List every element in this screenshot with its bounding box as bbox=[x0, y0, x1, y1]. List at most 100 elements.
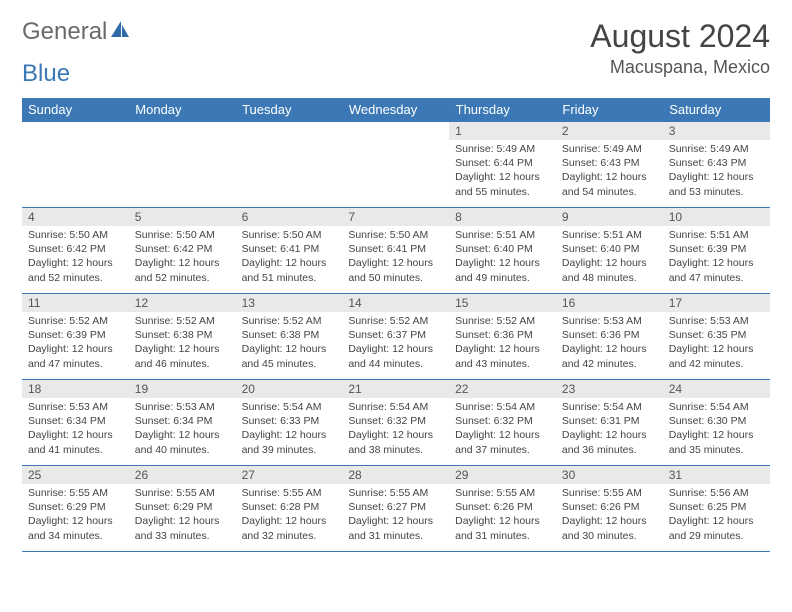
day-number: 1 bbox=[449, 122, 556, 140]
calendar-cell: 26Sunrise: 5:55 AM Sunset: 6:29 PM Dayli… bbox=[129, 466, 236, 552]
day-text: Sunrise: 5:53 AM Sunset: 6:34 PM Dayligh… bbox=[129, 398, 236, 461]
day-text: Sunrise: 5:53 AM Sunset: 6:36 PM Dayligh… bbox=[556, 312, 663, 375]
day-number: 22 bbox=[449, 380, 556, 398]
title-block: August 2024 Macuspana, Mexico bbox=[590, 18, 770, 78]
weekday-header: Monday bbox=[129, 98, 236, 122]
day-number: 5 bbox=[129, 208, 236, 226]
day-number: 14 bbox=[342, 294, 449, 312]
calendar-cell: 6Sunrise: 5:50 AM Sunset: 6:41 PM Daylig… bbox=[236, 208, 343, 294]
calendar-cell: 3Sunrise: 5:49 AM Sunset: 6:43 PM Daylig… bbox=[663, 122, 770, 208]
weekday-header: Sunday bbox=[22, 98, 129, 122]
day-number: 25 bbox=[22, 466, 129, 484]
sail-icon bbox=[109, 18, 131, 46]
day-number: 29 bbox=[449, 466, 556, 484]
calendar-cell: 31Sunrise: 5:56 AM Sunset: 6:25 PM Dayli… bbox=[663, 466, 770, 552]
day-text: Sunrise: 5:56 AM Sunset: 6:25 PM Dayligh… bbox=[663, 484, 770, 547]
calendar-cell: 28Sunrise: 5:55 AM Sunset: 6:27 PM Dayli… bbox=[342, 466, 449, 552]
day-text: Sunrise: 5:53 AM Sunset: 6:35 PM Dayligh… bbox=[663, 312, 770, 375]
calendar-cell: 14Sunrise: 5:52 AM Sunset: 6:37 PM Dayli… bbox=[342, 294, 449, 380]
calendar-cell: 11Sunrise: 5:52 AM Sunset: 6:39 PM Dayli… bbox=[22, 294, 129, 380]
calendar-page: General August 2024 Macuspana, Mexico Bl… bbox=[0, 0, 792, 562]
calendar-cell: 20Sunrise: 5:54 AM Sunset: 6:33 PM Dayli… bbox=[236, 380, 343, 466]
day-text: Sunrise: 5:54 AM Sunset: 6:30 PM Dayligh… bbox=[663, 398, 770, 461]
day-number: 7 bbox=[342, 208, 449, 226]
day-text: Sunrise: 5:55 AM Sunset: 6:26 PM Dayligh… bbox=[449, 484, 556, 547]
day-number: 12 bbox=[129, 294, 236, 312]
day-number: 27 bbox=[236, 466, 343, 484]
calendar-row: 18Sunrise: 5:53 AM Sunset: 6:34 PM Dayli… bbox=[22, 380, 770, 466]
calendar-cell: 21Sunrise: 5:54 AM Sunset: 6:32 PM Dayli… bbox=[342, 380, 449, 466]
day-text: Sunrise: 5:50 AM Sunset: 6:42 PM Dayligh… bbox=[22, 226, 129, 289]
day-text: Sunrise: 5:51 AM Sunset: 6:39 PM Dayligh… bbox=[663, 226, 770, 289]
day-number: 28 bbox=[342, 466, 449, 484]
calendar-cell: 24Sunrise: 5:54 AM Sunset: 6:30 PM Dayli… bbox=[663, 380, 770, 466]
brand-logo: General bbox=[22, 18, 133, 46]
day-text: Sunrise: 5:51 AM Sunset: 6:40 PM Dayligh… bbox=[449, 226, 556, 289]
calendar-cell: 23Sunrise: 5:54 AM Sunset: 6:31 PM Dayli… bbox=[556, 380, 663, 466]
calendar-cell: 13Sunrise: 5:52 AM Sunset: 6:38 PM Dayli… bbox=[236, 294, 343, 380]
day-text: Sunrise: 5:51 AM Sunset: 6:40 PM Dayligh… bbox=[556, 226, 663, 289]
day-text: Sunrise: 5:55 AM Sunset: 6:26 PM Dayligh… bbox=[556, 484, 663, 547]
day-text: Sunrise: 5:53 AM Sunset: 6:34 PM Dayligh… bbox=[22, 398, 129, 461]
calendar-cell: 19Sunrise: 5:53 AM Sunset: 6:34 PM Dayli… bbox=[129, 380, 236, 466]
day-text: Sunrise: 5:52 AM Sunset: 6:38 PM Dayligh… bbox=[129, 312, 236, 375]
day-text: Sunrise: 5:50 AM Sunset: 6:42 PM Dayligh… bbox=[129, 226, 236, 289]
day-text: Sunrise: 5:49 AM Sunset: 6:43 PM Dayligh… bbox=[556, 140, 663, 203]
day-number: 21 bbox=[342, 380, 449, 398]
day-number: 31 bbox=[663, 466, 770, 484]
day-number: 10 bbox=[663, 208, 770, 226]
calendar-cell: 27Sunrise: 5:55 AM Sunset: 6:28 PM Dayli… bbox=[236, 466, 343, 552]
day-number: 13 bbox=[236, 294, 343, 312]
day-number: 3 bbox=[663, 122, 770, 140]
calendar-cell: 18Sunrise: 5:53 AM Sunset: 6:34 PM Dayli… bbox=[22, 380, 129, 466]
day-number: 20 bbox=[236, 380, 343, 398]
day-number: 30 bbox=[556, 466, 663, 484]
calendar-cell: 10Sunrise: 5:51 AM Sunset: 6:39 PM Dayli… bbox=[663, 208, 770, 294]
calendar-cell: 2Sunrise: 5:49 AM Sunset: 6:43 PM Daylig… bbox=[556, 122, 663, 208]
location-label: Macuspana, Mexico bbox=[590, 57, 770, 78]
calendar-cell: 7Sunrise: 5:50 AM Sunset: 6:41 PM Daylig… bbox=[342, 208, 449, 294]
day-text: Sunrise: 5:50 AM Sunset: 6:41 PM Dayligh… bbox=[236, 226, 343, 289]
calendar-row: 25Sunrise: 5:55 AM Sunset: 6:29 PM Dayli… bbox=[22, 466, 770, 552]
calendar-row: 1Sunrise: 5:49 AM Sunset: 6:44 PM Daylig… bbox=[22, 122, 770, 208]
calendar-cell bbox=[342, 122, 449, 208]
day-text: Sunrise: 5:55 AM Sunset: 6:27 PM Dayligh… bbox=[342, 484, 449, 547]
calendar-cell: 22Sunrise: 5:54 AM Sunset: 6:32 PM Dayli… bbox=[449, 380, 556, 466]
calendar-cell: 17Sunrise: 5:53 AM Sunset: 6:35 PM Dayli… bbox=[663, 294, 770, 380]
calendar-cell: 4Sunrise: 5:50 AM Sunset: 6:42 PM Daylig… bbox=[22, 208, 129, 294]
calendar-row: 4Sunrise: 5:50 AM Sunset: 6:42 PM Daylig… bbox=[22, 208, 770, 294]
day-text: Sunrise: 5:49 AM Sunset: 6:43 PM Dayligh… bbox=[663, 140, 770, 203]
calendar-body: 1Sunrise: 5:49 AM Sunset: 6:44 PM Daylig… bbox=[22, 122, 770, 552]
day-number: 24 bbox=[663, 380, 770, 398]
day-number: 6 bbox=[236, 208, 343, 226]
weekday-header: Friday bbox=[556, 98, 663, 122]
day-text: Sunrise: 5:54 AM Sunset: 6:32 PM Dayligh… bbox=[449, 398, 556, 461]
calendar-cell: 25Sunrise: 5:55 AM Sunset: 6:29 PM Dayli… bbox=[22, 466, 129, 552]
day-text: Sunrise: 5:52 AM Sunset: 6:36 PM Dayligh… bbox=[449, 312, 556, 375]
day-text: Sunrise: 5:49 AM Sunset: 6:44 PM Dayligh… bbox=[449, 140, 556, 203]
calendar-cell bbox=[22, 122, 129, 208]
weekday-header: Thursday bbox=[449, 98, 556, 122]
day-number: 23 bbox=[556, 380, 663, 398]
day-text: Sunrise: 5:52 AM Sunset: 6:37 PM Dayligh… bbox=[342, 312, 449, 375]
weekday-header: Wednesday bbox=[342, 98, 449, 122]
brand-part1: General bbox=[22, 18, 107, 46]
day-number: 26 bbox=[129, 466, 236, 484]
day-number: 15 bbox=[449, 294, 556, 312]
calendar-cell: 12Sunrise: 5:52 AM Sunset: 6:38 PM Dayli… bbox=[129, 294, 236, 380]
calendar-cell: 1Sunrise: 5:49 AM Sunset: 6:44 PM Daylig… bbox=[449, 122, 556, 208]
day-number: 4 bbox=[22, 208, 129, 226]
calendar-table: Sunday Monday Tuesday Wednesday Thursday… bbox=[22, 98, 770, 552]
day-number: 11 bbox=[22, 294, 129, 312]
day-number: 19 bbox=[129, 380, 236, 398]
day-text: Sunrise: 5:52 AM Sunset: 6:39 PM Dayligh… bbox=[22, 312, 129, 375]
weekday-header: Saturday bbox=[663, 98, 770, 122]
calendar-cell: 9Sunrise: 5:51 AM Sunset: 6:40 PM Daylig… bbox=[556, 208, 663, 294]
day-text: Sunrise: 5:55 AM Sunset: 6:28 PM Dayligh… bbox=[236, 484, 343, 547]
weekday-header: Tuesday bbox=[236, 98, 343, 122]
day-number: 16 bbox=[556, 294, 663, 312]
month-title: August 2024 bbox=[590, 18, 770, 55]
calendar-cell bbox=[129, 122, 236, 208]
day-text: Sunrise: 5:54 AM Sunset: 6:31 PM Dayligh… bbox=[556, 398, 663, 461]
day-text: Sunrise: 5:54 AM Sunset: 6:33 PM Dayligh… bbox=[236, 398, 343, 461]
